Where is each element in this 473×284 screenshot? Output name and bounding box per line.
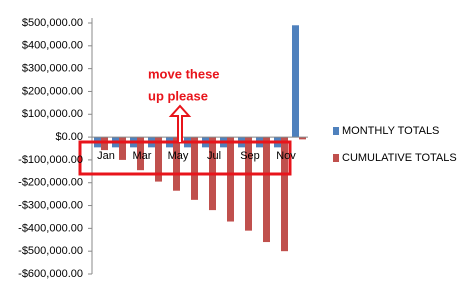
- annotation: up please: [148, 88, 208, 103]
- bar: [245, 137, 252, 231]
- bar: [119, 137, 126, 160]
- y-tick-label: $200,000.00: [22, 85, 83, 97]
- x-tick-label: Jan: [97, 150, 115, 162]
- bar: [263, 137, 270, 243]
- y-tick-label: -$100,000.00: [18, 154, 83, 166]
- legend-swatch: [333, 127, 339, 135]
- y-tick-label: $500,000.00: [22, 17, 83, 29]
- y-tick-label: $100,000.00: [22, 108, 83, 120]
- x-tick-label: Nov: [276, 150, 296, 162]
- annotation: move these: [148, 66, 220, 81]
- annotation-box: [78, 140, 292, 176]
- x-tick-label: Jul: [207, 150, 221, 162]
- y-tick-label: -$200,000.00: [18, 177, 83, 189]
- annotation-arrow: [168, 104, 192, 142]
- y-tick-label: $300,000.00: [22, 63, 83, 75]
- x-tick-label: Mar: [133, 150, 152, 162]
- x-tick-label: May: [168, 150, 189, 162]
- bar: [299, 137, 306, 140]
- legend-label: CUMULATIVE TOTALS: [342, 152, 457, 164]
- bar: [281, 137, 288, 252]
- legend-swatch: [333, 154, 339, 162]
- legend-label: MONTHLY TOTALS: [342, 125, 439, 137]
- x-tick-label: Sep: [240, 150, 260, 162]
- bar: [191, 137, 198, 200]
- y-tick-label: -$500,000.00: [18, 245, 83, 257]
- y-tick-label: $0.00: [55, 131, 83, 143]
- bar: [101, 137, 108, 151]
- bar: [227, 137, 234, 222]
- bar: [292, 25, 299, 138]
- y-tick-label: -$400,000.00: [18, 222, 83, 234]
- bar: [155, 137, 162, 182]
- bar: [137, 137, 144, 171]
- y-tick-label: -$300,000.00: [18, 199, 83, 211]
- y-tick-label: $400,000.00: [22, 40, 83, 52]
- bar: [173, 137, 180, 191]
- y-tick-label: -$600,000.00: [18, 268, 83, 280]
